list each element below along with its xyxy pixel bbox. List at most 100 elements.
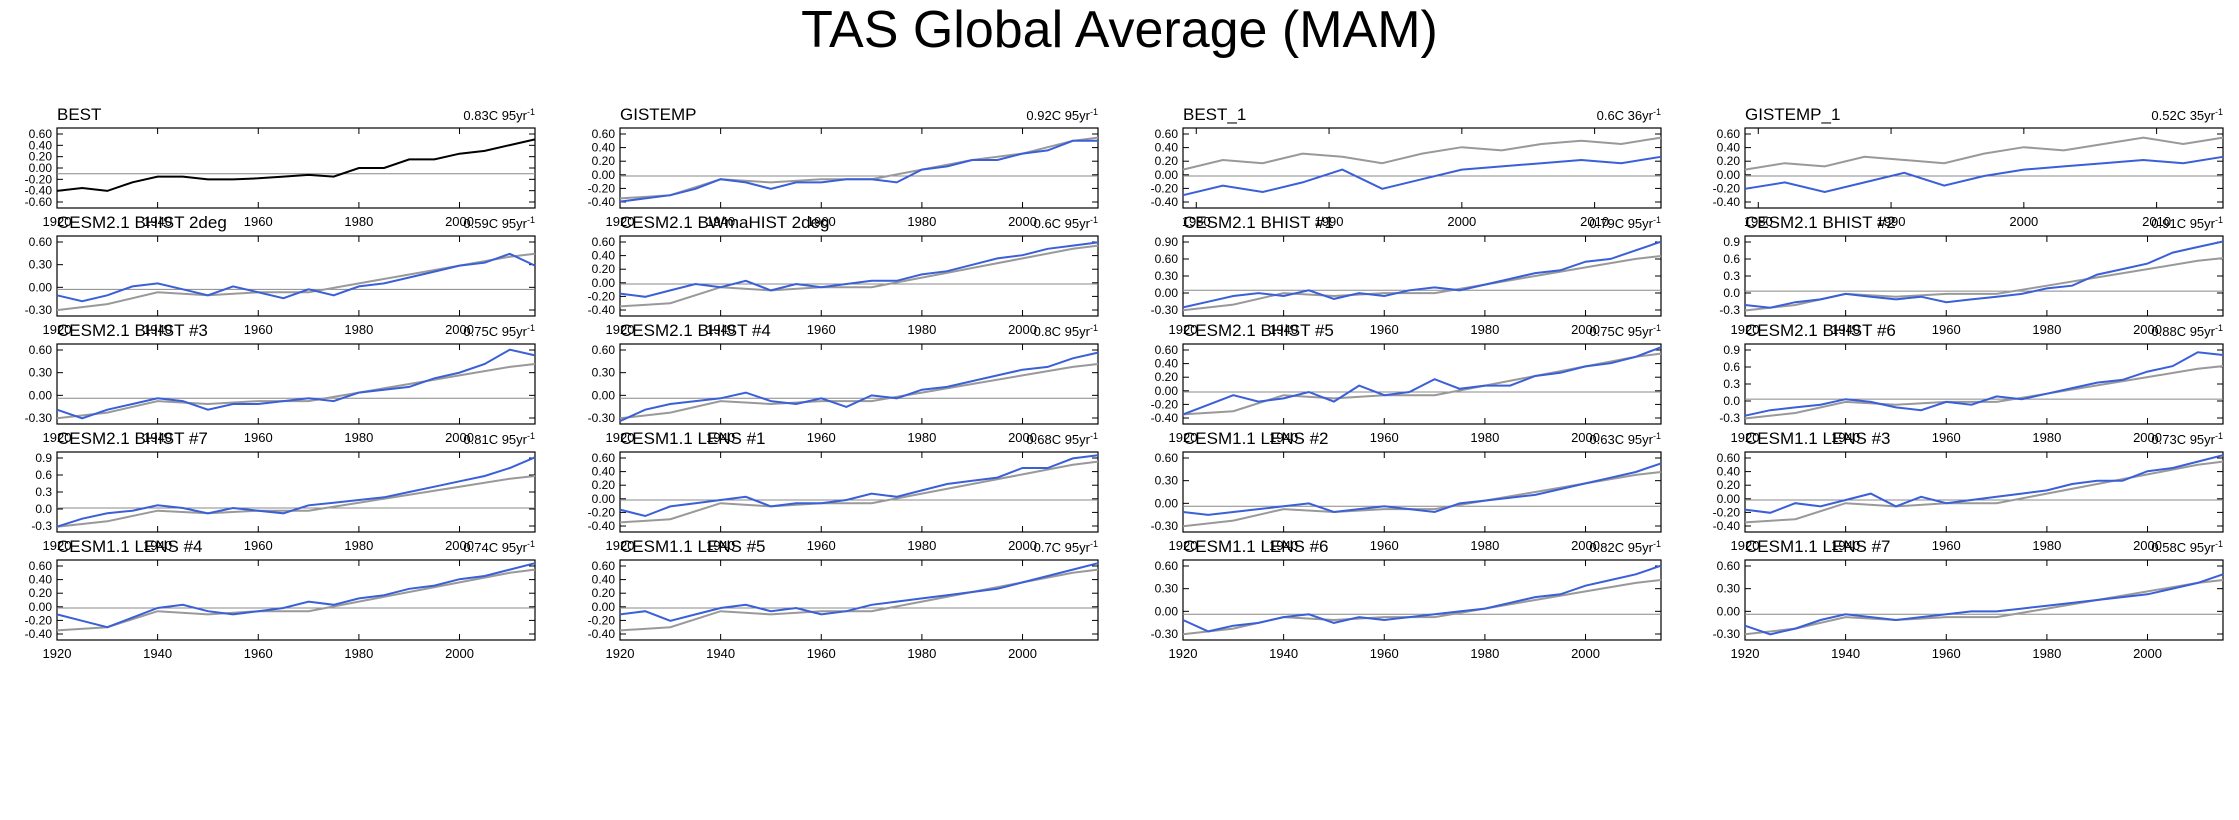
trend-exponent: -1 [1653, 539, 1661, 549]
series-line-obs [1744, 257, 2224, 312]
y-tick-label: 0.60 [1155, 343, 1179, 357]
trend-label: 0.6C 36yr-1 [1597, 107, 1661, 123]
x-tick-label: 1980 [344, 646, 373, 661]
y-tick-label: 0.60 [1717, 559, 1741, 573]
y-tick-label: -0.20 [588, 181, 616, 195]
trend-label: 0.83C 95yr-1 [463, 107, 535, 123]
y-tick-label: 0.00 [29, 388, 53, 402]
x-tick-label: 1920 [1169, 430, 1198, 445]
panel-title: CESM2.1 BHIST #1 [1183, 213, 1334, 232]
series-line-obs [56, 363, 536, 420]
plot-frame [619, 127, 1099, 209]
y-tick-label: 0.20 [592, 586, 616, 600]
trend-label: 0.8C 95yr-1 [1034, 323, 1098, 339]
y-tick-label: -0.30 [25, 411, 53, 425]
trend-exponent: -1 [2215, 539, 2223, 549]
x-tick-label: 1940 [1831, 646, 1860, 661]
x-tick-label: 1960 [1370, 430, 1399, 445]
x-tick-label: 1980 [1182, 214, 1211, 229]
y-tick-label: 0.60 [592, 451, 616, 465]
x-tick-label: 1960 [1932, 322, 1961, 337]
x-tick-label: 1960 [807, 538, 836, 553]
chart-panel: CESM2.1 BHIST #4 0.8C 95yr-1 0.60 0.30 0.00 -… [588, 321, 1099, 445]
y-tick-label: 0.00 [592, 388, 616, 402]
y-tick-label: 0.60 [592, 559, 616, 573]
y-tick-label: 0.3 [1723, 377, 1740, 391]
series-line-model [1182, 462, 1662, 516]
y-tick-label: 0.60 [1155, 252, 1179, 266]
x-tick-label: 2000 [445, 430, 474, 445]
panel-title: CESM2.1 BWmaHIST 2deg [620, 213, 829, 232]
chart-panel: CESM2.1 BHIST #7 0.81C 95yr-1 0.9 0.6 0.3 0.0… [31, 429, 536, 553]
trend-exponent: -1 [527, 107, 535, 117]
trend-label: 0.59C 95yr-1 [463, 215, 535, 231]
x-tick-label: 1980 [1470, 646, 1499, 661]
x-tick-label: 2000 [2009, 214, 2038, 229]
x-tick-label: 1980 [1470, 322, 1499, 337]
y-tick-label: 0.60 [29, 559, 53, 573]
panel-title: CESM1.1 LENS #1 [620, 429, 766, 448]
series-line-model [56, 252, 536, 303]
x-tick-label: 1920 [1169, 322, 1198, 337]
trend-label: 0.75C 95yr-1 [1589, 323, 1661, 339]
series-line-model [56, 562, 536, 629]
x-tick-label: 1920 [43, 322, 72, 337]
x-tick-label: 2000 [1571, 646, 1600, 661]
y-tick-label: 0.30 [592, 366, 616, 380]
x-tick-label: 1980 [2032, 430, 2061, 445]
y-tick-label: 0.20 [592, 478, 616, 492]
y-tick-label: -0.20 [588, 505, 616, 519]
y-tick-label: 0.9 [1723, 235, 1740, 249]
x-tick-label: 1920 [1169, 646, 1198, 661]
trend-exponent: -1 [1090, 107, 1098, 117]
y-tick-label: -0.30 [588, 411, 616, 425]
x-tick-label: 1980 [344, 322, 373, 337]
panel-title: CESM1.1 LENS #5 [620, 537, 766, 556]
x-tick-label: 1980 [907, 646, 936, 661]
y-tick-label: 0.30 [1155, 269, 1179, 283]
series-line-model [1744, 454, 2224, 514]
y-tick-label: 0.60 [29, 235, 53, 249]
series-line-obs [56, 475, 536, 528]
chart-panel: CESM2.1 BHIST #1 0.79C 95yr-1 0.90 0.60 0.30… [1151, 213, 1662, 337]
chart-panel: CESM2.1 BHIST #2 0.91C 95yr-1 0.9 0.6 0.3 0.0… [1719, 213, 2224, 337]
trend-exponent: -1 [527, 431, 535, 441]
chart-panel: BEST 0.83C 95yr-10.600.400.200.00-0.20-0.… [25, 105, 536, 229]
x-tick-label: 1960 [1370, 538, 1399, 553]
trend-label: 0.63C 95yr-1 [1589, 431, 1661, 447]
y-tick-label: 0.30 [1717, 582, 1741, 596]
plot-frame [56, 235, 536, 317]
x-tick-label: 1920 [606, 430, 635, 445]
trend-exponent: -1 [2215, 215, 2223, 225]
chart-panel: CESM1.1 LENS #4 0.74C 95yr-1 0.600.400.200… [25, 537, 536, 661]
x-tick-label: 2000 [1008, 322, 1037, 337]
plot-frame [1744, 559, 2224, 641]
x-tick-label: 1980 [344, 430, 373, 445]
panel-title: CESM1.1 LENS #3 [1745, 429, 1891, 448]
x-tick-label: 1980 [907, 322, 936, 337]
x-tick-label: 1940 [1269, 322, 1298, 337]
series-line-obs [56, 568, 536, 632]
trend-exponent: -1 [1090, 431, 1098, 441]
panel-title: CESM1.1 LENS #6 [1183, 537, 1329, 556]
series-line-obs [619, 244, 1099, 308]
panel-title: CESM2.1 BHIST #6 [1745, 321, 1896, 340]
plot-frame [619, 235, 1099, 317]
y-tick-label: -0.20 [1713, 505, 1741, 519]
y-tick-label: -0.20 [1151, 181, 1179, 195]
chart-panel: CESM2.1 BHIST #6 0.88C 95yr-1 0.9 0.6 0.3 0.0… [1719, 321, 2224, 445]
trend-exponent: -1 [2215, 431, 2223, 441]
x-tick-label: 1960 [244, 214, 273, 229]
x-tick-label: 2000 [1571, 430, 1600, 445]
x-tick-label: 1920 [43, 646, 72, 661]
trend-exponent: -1 [1653, 215, 1661, 225]
y-tick-label: -0.3 [1719, 303, 1740, 317]
trend-exponent: -1 [2215, 107, 2223, 117]
plot-frame [1744, 235, 2224, 317]
trend-label: 0.68C 95yr-1 [1026, 431, 1098, 447]
y-tick-label: 0.40 [592, 573, 616, 587]
x-tick-label: 1940 [706, 322, 735, 337]
trend-label: 0.6C 95yr-1 [1034, 215, 1098, 231]
trend-label: 0.7C 95yr-1 [1034, 539, 1098, 555]
